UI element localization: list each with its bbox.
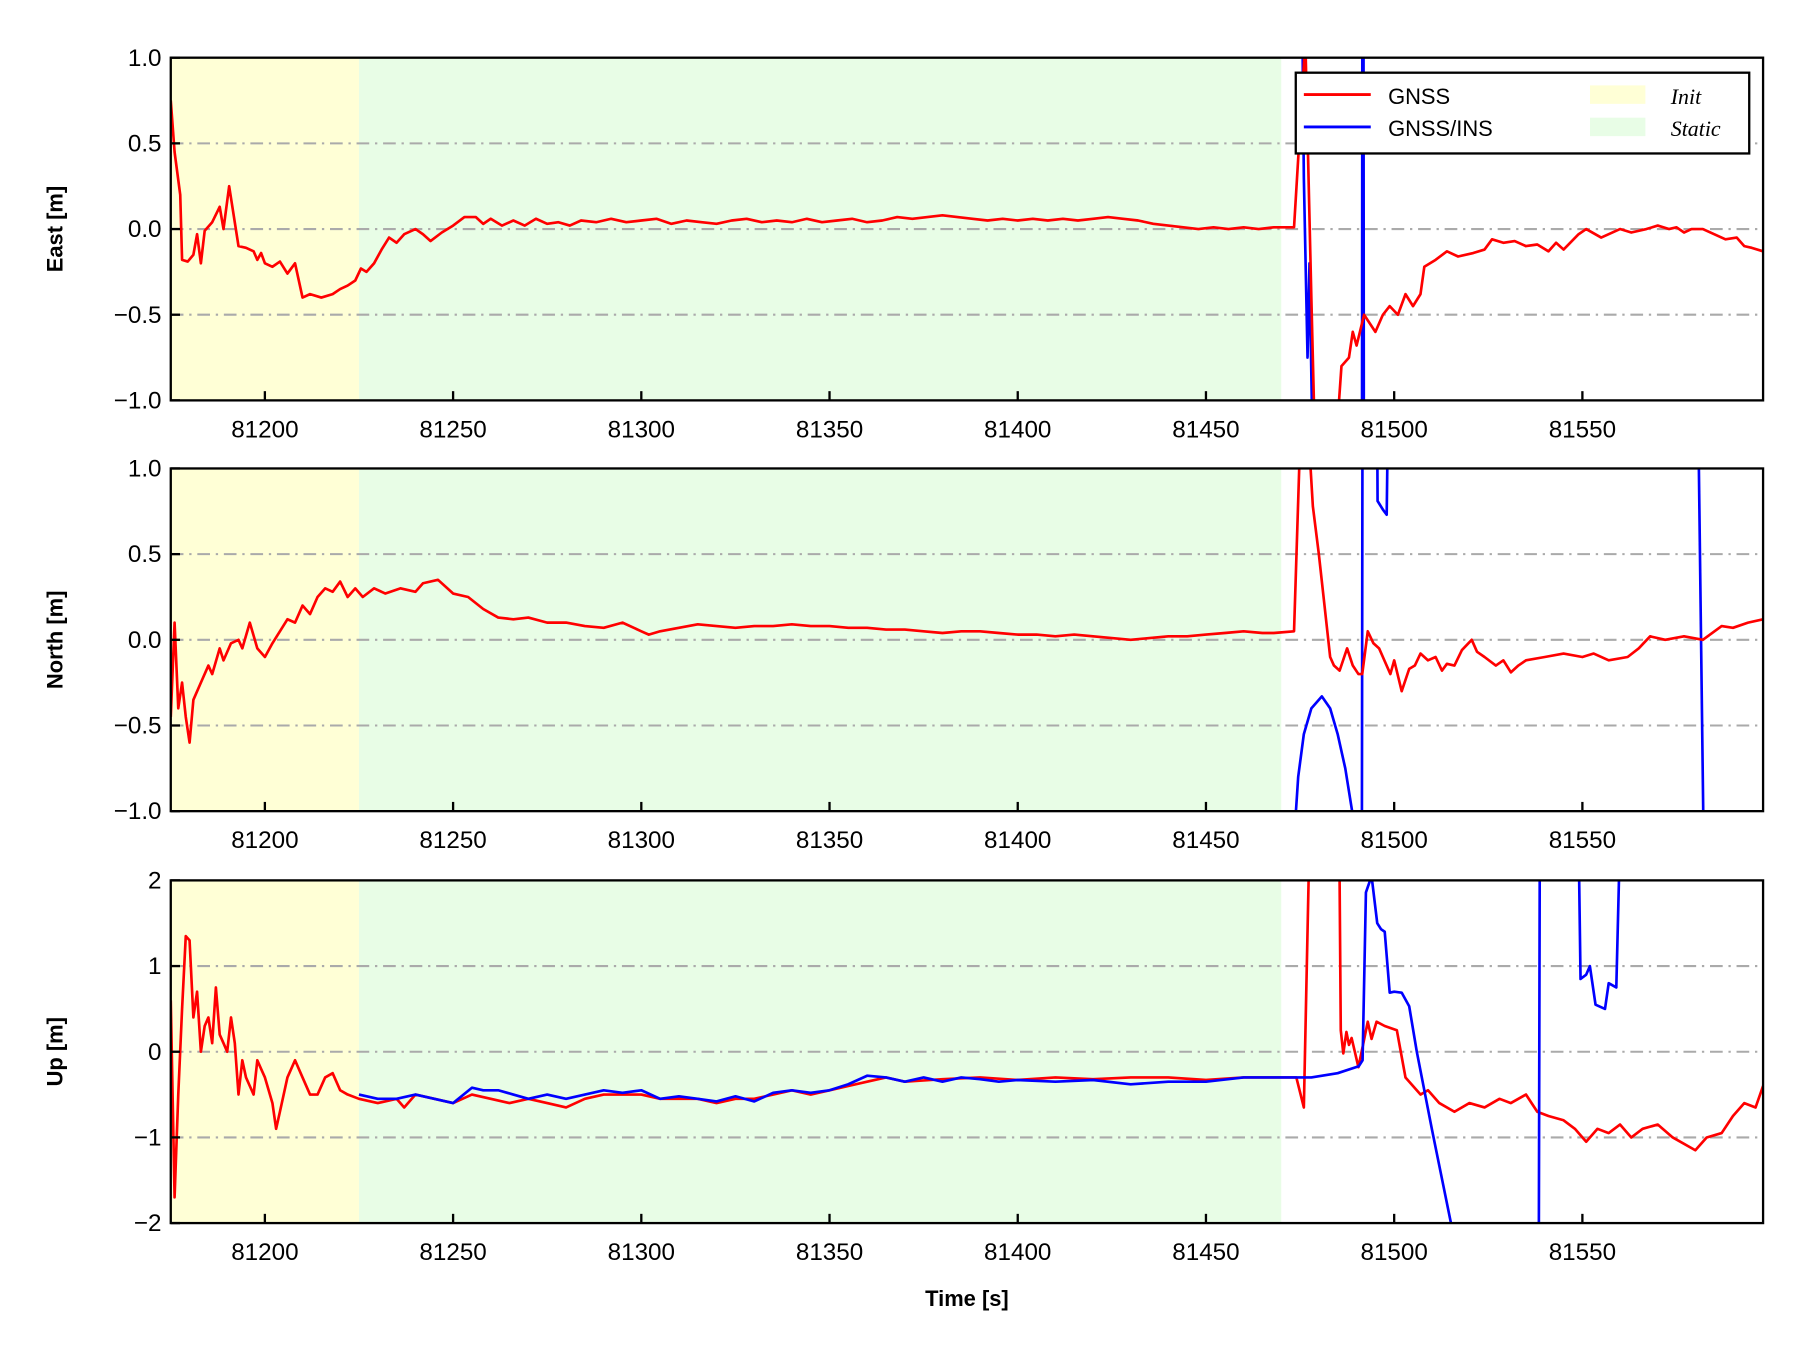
y-tick-label: 0.5 — [128, 541, 162, 568]
series-line-gnss — [170, 468, 1764, 744]
x-tick-label: 81200 — [231, 416, 298, 443]
y-tick-label: −0.5 — [114, 713, 162, 740]
legend-label-init: Init — [1670, 84, 1702, 109]
legend: GNSS GNSS/INS Init Static — [1294, 71, 1751, 155]
x-tick-label: 81350 — [796, 827, 863, 854]
x-tick-label: 81250 — [419, 827, 486, 854]
y-tick-label: 1 — [148, 953, 161, 980]
legend-swatch-init — [1590, 85, 1646, 104]
x-tick-label: 81300 — [608, 1239, 675, 1266]
y-tick-label: −1.0 — [114, 798, 162, 825]
x-tick-label: 81200 — [231, 827, 298, 854]
x-tick-label: 81450 — [1172, 416, 1239, 443]
x-tick-label: 81300 — [608, 827, 675, 854]
x-tick-label: 81400 — [984, 416, 1051, 443]
x-tick-label: 81450 — [1172, 1239, 1239, 1266]
y-tick-label: 0 — [148, 1039, 161, 1066]
y-tick-label: 2 — [148, 867, 161, 894]
y-tick-label: 1.0 — [128, 456, 162, 483]
x-tick-label: 81350 — [796, 1239, 863, 1266]
x-tick-label: 81350 — [796, 416, 863, 443]
x-tick-label: 81250 — [419, 416, 486, 443]
series-line-gnss-ins — [1294, 468, 1705, 812]
x-tick-label: 81550 — [1549, 416, 1616, 443]
x-tick-label: 81450 — [1172, 827, 1239, 854]
x-tick-label: 81550 — [1549, 1239, 1616, 1266]
x-tick-label: 81500 — [1360, 827, 1427, 854]
x-tick-label: 81400 — [984, 827, 1051, 854]
x-tick-label: 81250 — [419, 1239, 486, 1266]
y-tick-label: 0.5 — [128, 130, 162, 157]
x-axis-label: Time [s] — [925, 1286, 1009, 1311]
y-axis-label: North [m] — [42, 591, 67, 690]
x-tick-label: 81300 — [608, 416, 675, 443]
series-line-gnss-ins — [1301, 57, 1366, 401]
series-line-gnss-ins — [358, 880, 1621, 1224]
x-tick-label: 81550 — [1549, 827, 1616, 854]
y-tick-label: 0.0 — [128, 627, 162, 654]
y-tick-label: −1 — [134, 1124, 162, 1151]
x-tick-label: 81500 — [1360, 1239, 1427, 1266]
y-axis-label: East [m] — [42, 186, 67, 272]
y-axis-label: Up [m] — [42, 1017, 67, 1086]
legend-label-gnss: GNSS — [1388, 84, 1450, 109]
x-tick-label: 81400 — [984, 1239, 1051, 1266]
panel-east: −1.0 −0.5 0.0 0.5 1.0 81200 81250 81300 81350 814… — [42, 45, 1765, 443]
y-tick-label: 1.0 — [128, 45, 162, 72]
y-tick-label: 0.0 — [128, 216, 162, 243]
x-tick-label: 81500 — [1360, 416, 1427, 443]
legend-swatch-static — [1590, 117, 1646, 137]
panel-up: −2 −1 0 1 2 81200 81250 81300 81350 81400 81450 815… — [42, 867, 1765, 1266]
series-line-gnss — [170, 57, 1764, 401]
panel-north: −1.0 −0.5 0.0 0.5 1.0 81200 81250 81300 81350 814… — [42, 456, 1765, 854]
legend-box — [1294, 71, 1751, 155]
x-tick-label: 81200 — [231, 1239, 298, 1266]
legend-label-static: Static — [1671, 116, 1721, 141]
y-tick-label: −2 — [134, 1210, 162, 1237]
y-tick-label: −1.0 — [114, 387, 162, 414]
y-tick-label: −0.5 — [114, 302, 162, 329]
legend-label-gnss-ins: GNSS/INS — [1388, 116, 1493, 141]
